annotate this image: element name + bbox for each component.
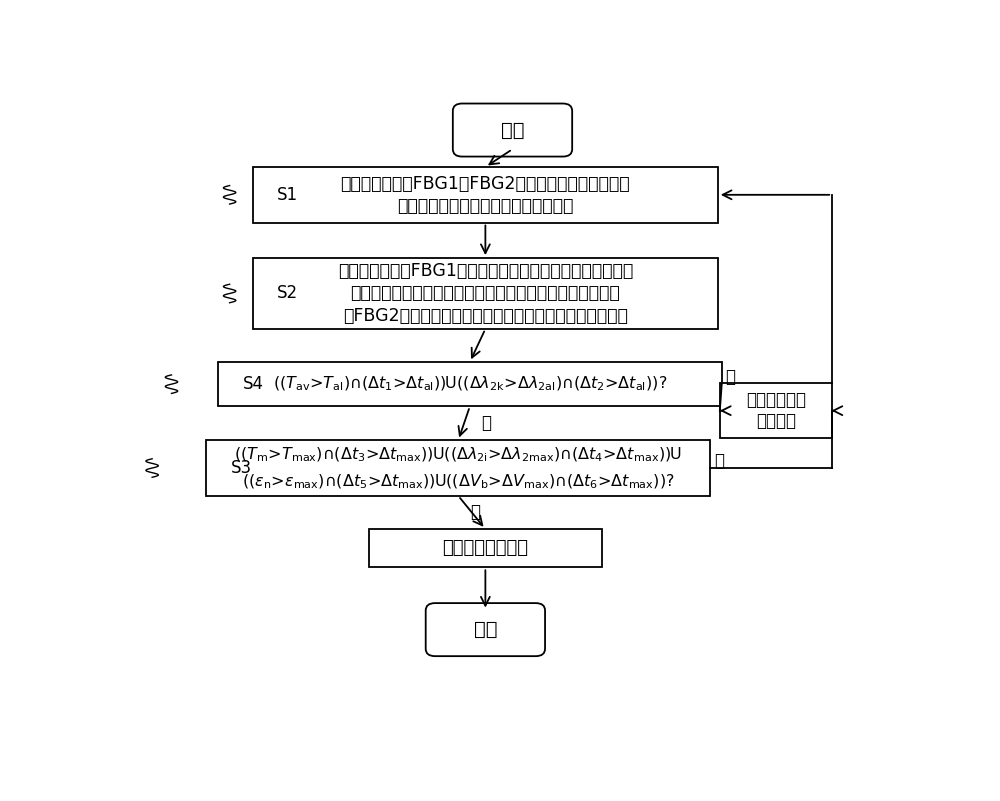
Text: 串FBG2进行温度补偿，得到高温超导磁体各位置处的应变: 串FBG2进行温度补偿，得到高温超导磁体各位置处的应变 [343, 307, 628, 324]
Text: (($\it{T}$$\mathregular{_{av}}$>$\it{T}$$\mathregular{_{al}}$)∩(Δ$\it{t}$$\mathr: (($\it{T}$$\mathregular{_{av}}$>$\it{T}$… [273, 375, 667, 393]
Text: 是: 是 [482, 414, 492, 433]
Bar [218, 362, 722, 406]
Bar [720, 383, 832, 438]
Text: 是: 是 [470, 504, 480, 521]
Text: 根据光纤光栅串FBG1上各光纤光栅的中心波长变化量，得到: 根据光纤光栅串FBG1上各光纤光栅的中心波长变化量，得到 [338, 262, 633, 280]
Text: 高温超导磁体各位置处的温度，并基于所得温度对光纤光栅: 高温超导磁体各位置处的温度，并基于所得温度对光纤光栅 [351, 284, 620, 303]
Text: (($\it{ε}$$\mathregular{_n}$>$\it{ε}$$\mathregular{_{max}}$)∩(Δ$\it{t}$$\mathreg: (($\it{ε}$$\mathregular{_n}$>$\it{ε}$$\m… [242, 473, 675, 491]
Text: S2: S2 [277, 284, 298, 303]
Text: 开始: 开始 [501, 120, 524, 139]
Text: S1: S1 [277, 186, 298, 203]
Bar [206, 441, 710, 496]
Text: 否: 否 [726, 368, 736, 386]
Text: 结束: 结束 [474, 620, 497, 639]
Text: 发出即将失超
报警信号: 发出即将失超 报警信号 [746, 391, 806, 430]
Text: S4: S4 [242, 375, 263, 393]
Bar [253, 258, 718, 329]
Bar [253, 167, 718, 223]
Text: S3: S3 [231, 459, 252, 477]
Text: (($\it{T}$$\mathregular{_m}$>$\it{T}$$\mathregular{_{max}}$)∩(Δ$\it{t}$$\mathreg: (($\it{T}$$\mathregular{_m}$>$\it{T}$$\m… [234, 445, 682, 464]
Bar [369, 529, 602, 567]
Text: 否: 否 [714, 452, 724, 469]
Text: 变化量和高温超导磁体各位置处的电压: 变化量和高温超导磁体各位置处的电压 [397, 197, 574, 215]
Text: 采集光纤光栅串FBG1、FBG2上各光纤光栅的中心波长: 采集光纤光栅串FBG1、FBG2上各光纤光栅的中心波长 [341, 175, 630, 193]
FancyBboxPatch shape [453, 103, 572, 156]
FancyBboxPatch shape [426, 603, 545, 656]
Text: 发出失超报警信号: 发出失超报警信号 [442, 539, 528, 557]
